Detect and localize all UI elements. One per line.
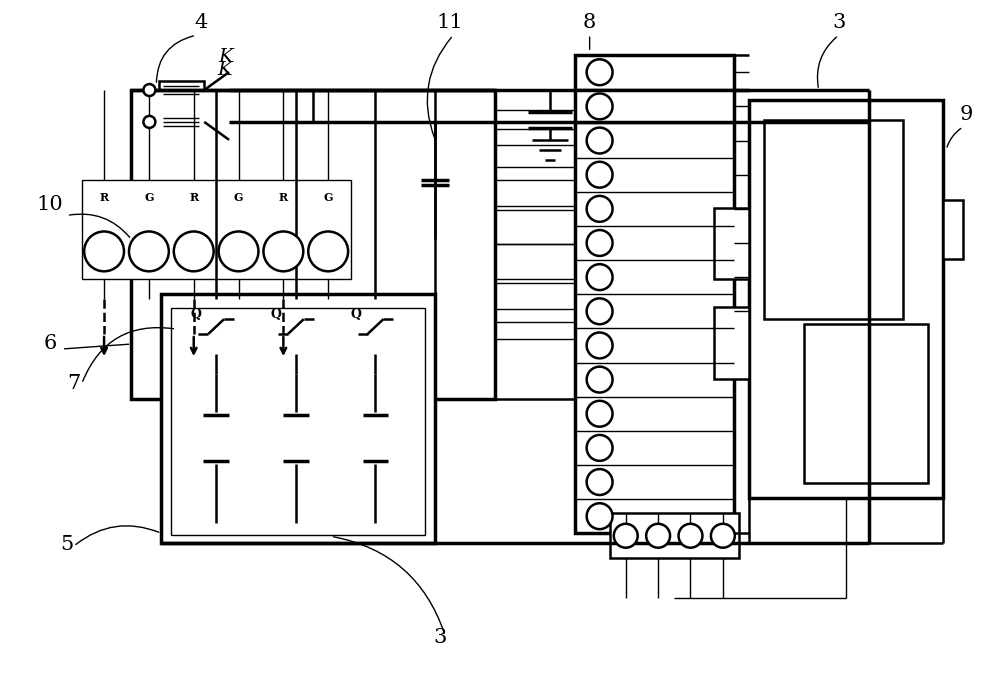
- Text: 6: 6: [43, 334, 56, 353]
- Text: Q: Q: [270, 308, 281, 321]
- Circle shape: [263, 231, 303, 271]
- Circle shape: [143, 84, 155, 96]
- Text: G: G: [234, 192, 243, 203]
- Text: R: R: [189, 192, 198, 203]
- Bar: [943, 200, 963, 259]
- Circle shape: [587, 264, 613, 290]
- Text: R: R: [100, 192, 109, 203]
- Text: 4: 4: [195, 13, 208, 32]
- Circle shape: [646, 524, 670, 548]
- Circle shape: [587, 161, 613, 187]
- Bar: [575, 55, 734, 533]
- Text: K: K: [219, 48, 233, 66]
- Circle shape: [587, 94, 613, 120]
- Circle shape: [587, 298, 613, 324]
- Circle shape: [587, 367, 613, 393]
- Bar: [82, 180, 351, 280]
- Circle shape: [219, 231, 258, 271]
- Bar: [804, 324, 928, 484]
- Text: G: G: [323, 192, 333, 203]
- Circle shape: [587, 333, 613, 359]
- Circle shape: [308, 231, 348, 271]
- Text: Q: Q: [350, 308, 361, 321]
- Text: G: G: [144, 192, 154, 203]
- Text: 5: 5: [60, 535, 73, 554]
- Circle shape: [587, 503, 613, 529]
- Text: Q: Q: [191, 308, 202, 321]
- Text: 10: 10: [36, 194, 63, 214]
- Bar: [159, 81, 204, 99]
- Text: 3: 3: [832, 13, 845, 32]
- Circle shape: [587, 59, 613, 85]
- Text: 3: 3: [434, 628, 447, 647]
- Circle shape: [84, 231, 124, 271]
- Circle shape: [587, 196, 613, 222]
- Circle shape: [129, 231, 169, 271]
- Text: 7: 7: [67, 374, 80, 393]
- Text: 8: 8: [583, 13, 596, 32]
- Text: R: R: [279, 192, 288, 203]
- Text: 11: 11: [437, 13, 464, 32]
- Text: K: K: [218, 61, 232, 79]
- Circle shape: [587, 469, 613, 495]
- Bar: [714, 208, 749, 280]
- Bar: [610, 513, 739, 559]
- Bar: [161, 294, 435, 543]
- Bar: [171, 308, 425, 535]
- Bar: [159, 113, 204, 131]
- Circle shape: [587, 128, 613, 154]
- Circle shape: [174, 231, 214, 271]
- Bar: [749, 100, 943, 498]
- Bar: [764, 120, 903, 319]
- Text: 9: 9: [959, 105, 973, 124]
- Circle shape: [587, 230, 613, 256]
- Bar: [714, 307, 749, 379]
- Circle shape: [711, 524, 735, 548]
- Circle shape: [587, 435, 613, 461]
- Circle shape: [679, 524, 702, 548]
- Circle shape: [614, 524, 638, 548]
- Circle shape: [587, 401, 613, 426]
- Bar: [176, 299, 420, 354]
- Circle shape: [143, 116, 155, 128]
- Bar: [131, 90, 495, 399]
